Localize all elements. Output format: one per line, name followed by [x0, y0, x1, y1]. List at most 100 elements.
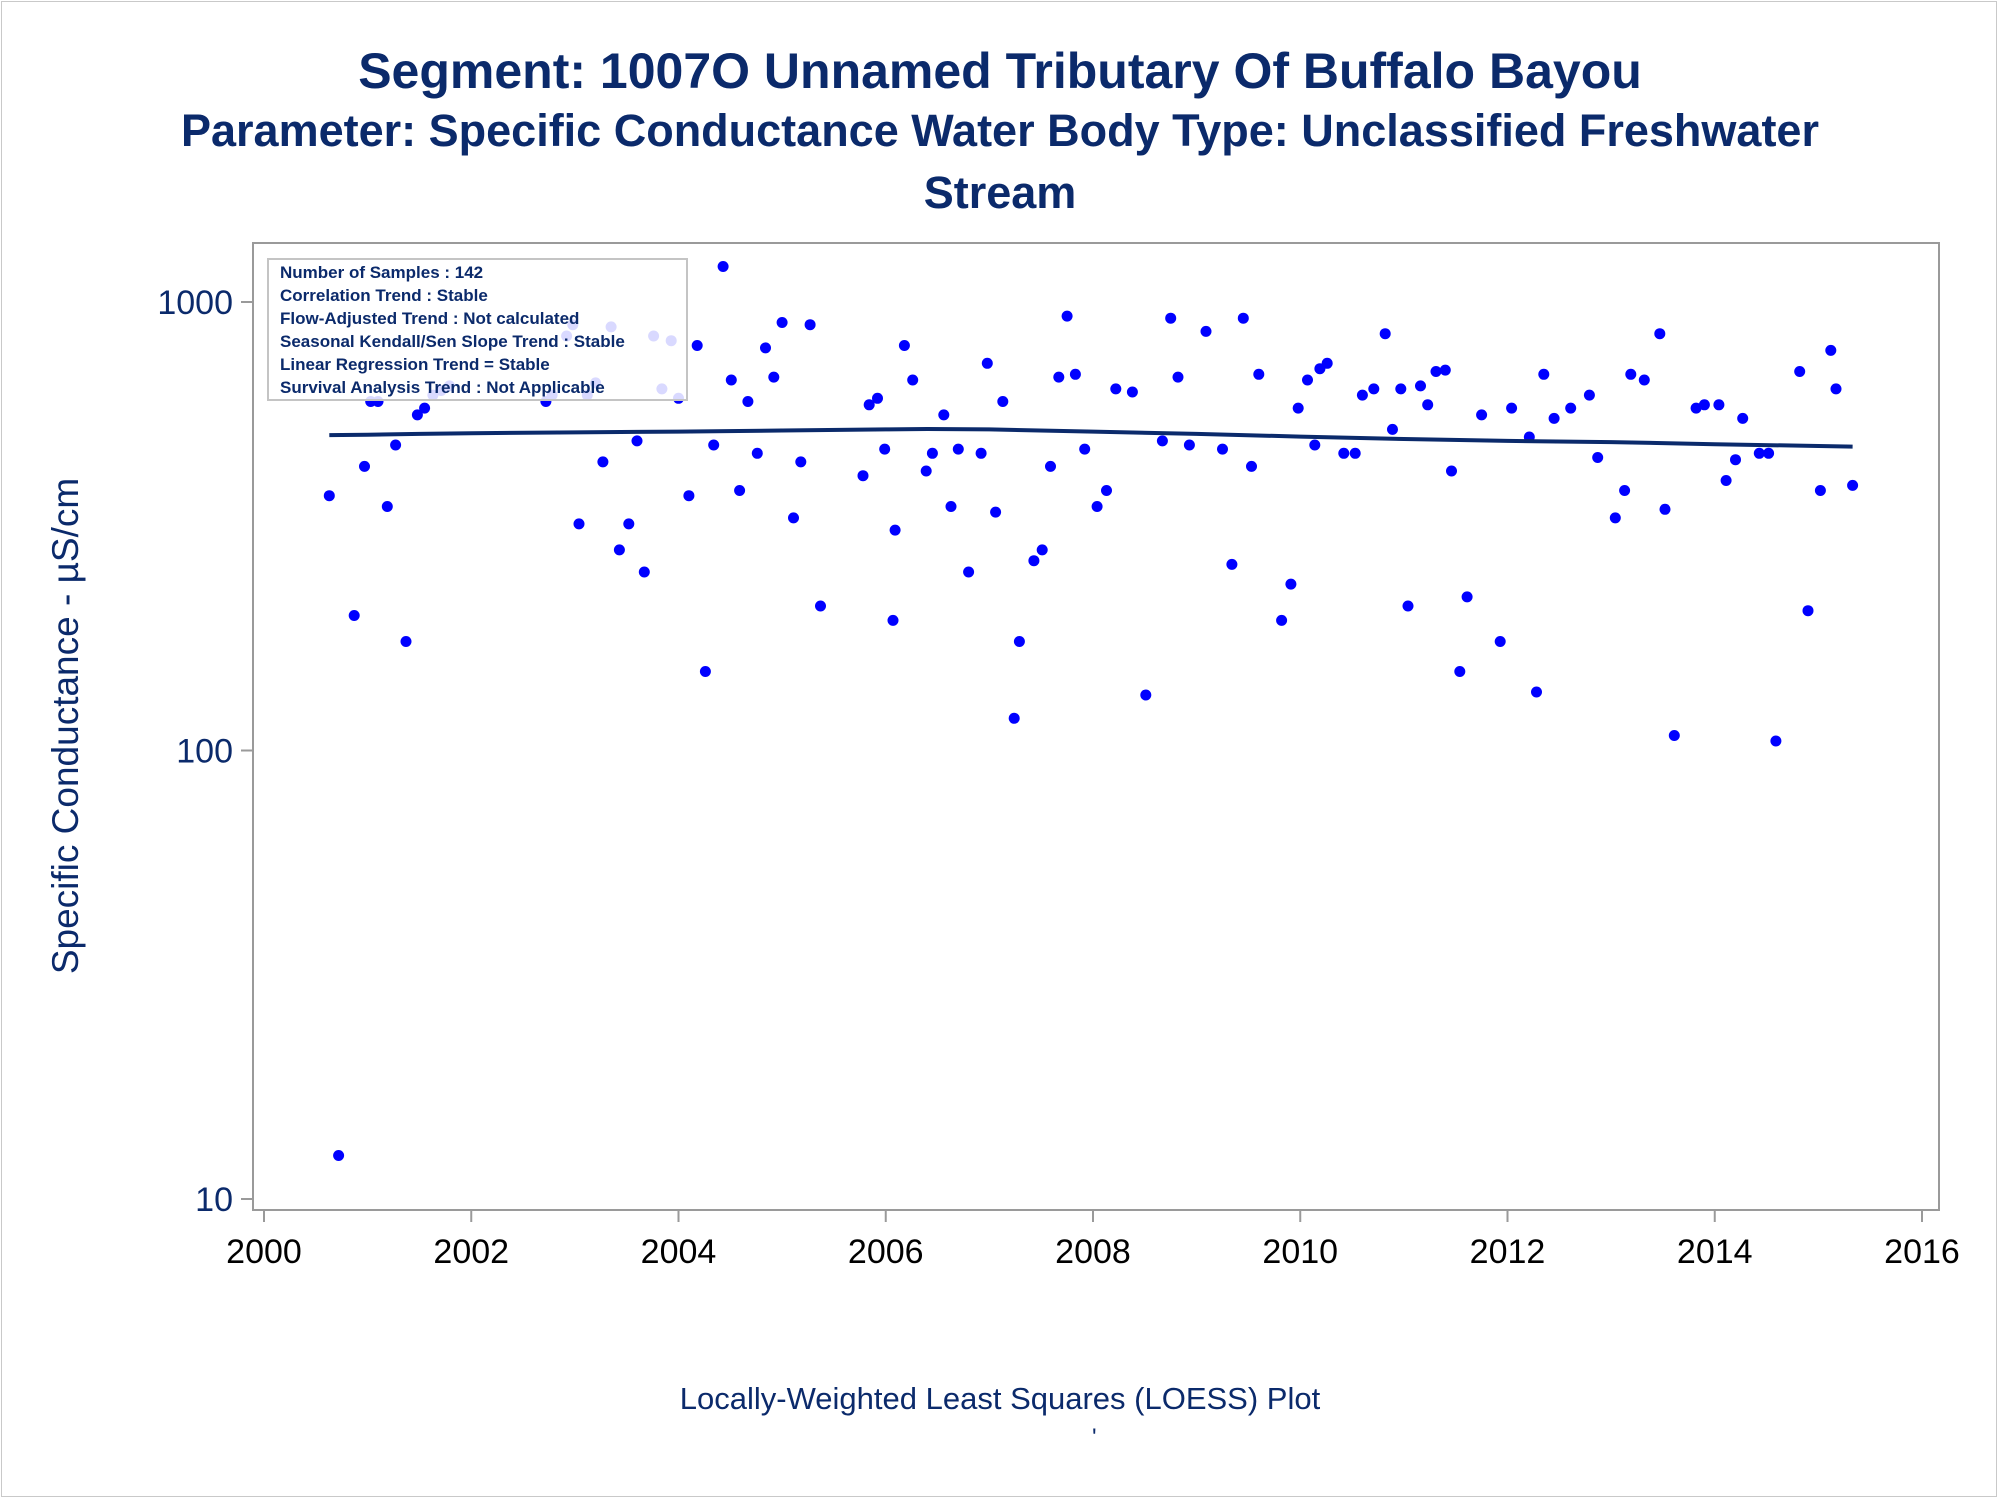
x-tick-label: 2008 [1055, 1233, 1131, 1271]
y-axis: 10 100 1000 [157, 284, 253, 1219]
data-point [760, 342, 771, 354]
data-point [1101, 485, 1112, 496]
trend-info-line: Linear Regression Trend = Stable [280, 355, 550, 374]
data-point [952, 443, 964, 455]
data-point [1753, 447, 1765, 459]
data-point [857, 470, 869, 482]
data-point [1454, 666, 1466, 677]
data-point [1439, 364, 1451, 376]
data-point [938, 409, 950, 421]
trend-info-line: Flow-Adjusted Trend : Not calculated [280, 309, 579, 328]
data-point [898, 340, 910, 351]
data-point [1506, 402, 1518, 414]
y-tick-label: 10 [195, 1181, 233, 1219]
data-point [1321, 357, 1333, 369]
data-point [1183, 439, 1195, 451]
data-point [1285, 578, 1297, 590]
data-point [887, 614, 899, 626]
data-point [323, 490, 335, 502]
data-point [683, 490, 695, 502]
data-point [1292, 402, 1304, 414]
data-point [1356, 389, 1368, 401]
x-tick-label: 2002 [433, 1233, 509, 1271]
data-point [1430, 366, 1442, 377]
data-point [1172, 371, 1184, 383]
data-point [597, 456, 609, 468]
data-point [1253, 368, 1265, 380]
data-point [1794, 366, 1806, 377]
data-point [872, 392, 883, 404]
trend-info-box-frame [267, 258, 688, 401]
data-point [1737, 412, 1749, 424]
data-point [1008, 712, 1020, 724]
data-point [638, 566, 650, 578]
data-point [997, 396, 1009, 407]
data-point [1079, 443, 1091, 455]
data-point [1237, 312, 1249, 324]
data-point [691, 340, 703, 351]
data-point [768, 371, 780, 383]
data-point [963, 566, 975, 578]
data-point [1309, 439, 1321, 451]
data-point [863, 399, 875, 411]
trend-info-line: Survival Analysis Trend : Not Applicable [280, 378, 605, 397]
data-point [1415, 380, 1426, 392]
data-point [1338, 447, 1350, 459]
data-point [1226, 558, 1238, 570]
data-point [926, 447, 938, 459]
data-point [990, 506, 1002, 518]
data-point [359, 460, 370, 472]
data-point [1045, 460, 1056, 472]
data-point [1638, 374, 1650, 386]
data-point [1565, 402, 1577, 414]
data-point [411, 409, 423, 421]
data-point [1494, 636, 1506, 647]
y-tick-label: 1000 [157, 284, 233, 322]
data-point [1548, 412, 1560, 424]
data-point [742, 396, 754, 407]
data-point [400, 636, 412, 647]
data-point [1246, 460, 1257, 472]
data-point [1387, 423, 1398, 435]
data-point [381, 501, 393, 512]
data-point [975, 447, 987, 459]
data-point [333, 1150, 345, 1161]
data-point [879, 443, 891, 455]
data-point [390, 439, 402, 451]
x-tick-label: 2014 [1677, 1233, 1753, 1271]
data-point [734, 485, 746, 496]
data-point [725, 374, 737, 386]
x-tick-label: 2010 [1262, 1233, 1338, 1271]
data-point [1091, 501, 1103, 512]
data-point [1730, 454, 1741, 466]
data-point [907, 374, 919, 386]
chart-subtitle-line1: Parameter: Specific Conductance Water Bo… [181, 105, 1819, 156]
data-point [945, 501, 957, 512]
data-point [1061, 310, 1073, 322]
data-point [1583, 389, 1595, 401]
data-point [348, 610, 360, 621]
data-point [1302, 374, 1313, 386]
data-point [1156, 435, 1168, 447]
data-point [804, 319, 816, 331]
data-point [1165, 312, 1177, 324]
data-point [815, 600, 826, 612]
data-point [1446, 465, 1457, 477]
x-tick-label: 2016 [1884, 1233, 1960, 1271]
data-point [1069, 368, 1081, 380]
data-point [889, 524, 901, 536]
data-point [1053, 371, 1065, 383]
data-point [1349, 447, 1361, 459]
data-point [1720, 475, 1732, 486]
data-point [1200, 325, 1212, 337]
data-point [1126, 386, 1138, 398]
data-point [1802, 605, 1814, 617]
data-point [1422, 399, 1434, 411]
data-point [613, 544, 625, 556]
data-point [1609, 512, 1621, 524]
x-tick-label: 2006 [848, 1233, 924, 1271]
y-tick-label: 100 [176, 733, 233, 771]
data-point [631, 435, 643, 447]
data-point [708, 439, 720, 451]
data-point [1461, 591, 1473, 603]
